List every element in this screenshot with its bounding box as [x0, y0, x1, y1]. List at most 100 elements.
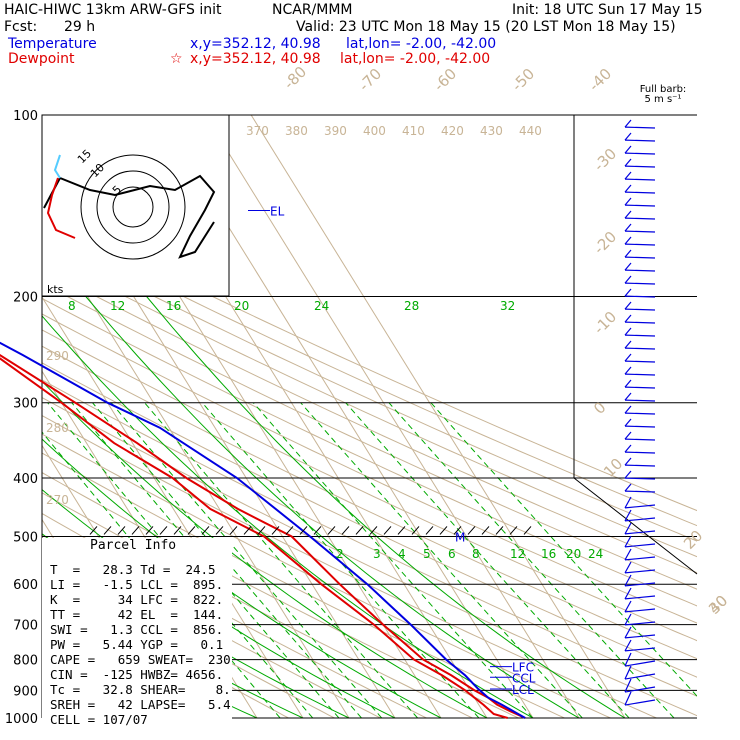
hatch-tick [117, 526, 126, 535]
wind-barb-flag [624, 483, 632, 492]
mixing-label-upper: 8 [68, 299, 76, 313]
wind-barb-flag [624, 613, 632, 626]
level-label-el: EL [270, 204, 285, 218]
wind-barb-flag [624, 639, 632, 652]
mixing-ratio-line [201, 402, 480, 718]
wind-barb-shaft [624, 373, 656, 376]
wind-barb-shaft [624, 699, 656, 706]
mixing-ratio-line [42, 431, 281, 718]
mixing-label-lower: 16 [541, 547, 556, 561]
hatch-tick [383, 526, 392, 535]
barb-legend-line2: 5 m s⁻¹ [644, 94, 682, 105]
wind-barb-flag [624, 457, 632, 466]
wind-barb-flag [624, 431, 632, 440]
mixing-label-upper: 12 [110, 299, 125, 313]
isotherm-label: -10 [590, 308, 620, 338]
wind-barb-flag [624, 470, 632, 479]
wind-barb-flag [624, 405, 632, 414]
wind-barb-shaft [624, 139, 656, 142]
wind-barb-flag [624, 132, 632, 141]
init-time: Init: 18 UTC Sun 17 May 15 [512, 2, 703, 18]
level-label-lcl: LCL [512, 683, 534, 697]
parcel-row: K = 34 LFC = 822. [50, 592, 224, 607]
hodograph-trace [43, 174, 216, 259]
wind-barb-shaft [624, 308, 656, 311]
hodograph-frame [41, 114, 230, 297]
level-label-lfc: LFC [512, 661, 534, 675]
wind-barb-flag [624, 587, 632, 600]
fcst-label: Fcst: [4, 19, 38, 35]
mixing-ratio-line [252, 402, 534, 718]
parcel-info-title: Parcel Info [90, 538, 177, 553]
isotherm-line [42, 296, 304, 718]
pressure-label: 500 [13, 530, 38, 545]
parcel-row: CELL = 107/07 [50, 712, 148, 727]
theta-label: 410 [402, 124, 425, 138]
mixing-label-lower: 6 [448, 547, 456, 561]
hatch-tick [173, 526, 182, 535]
hodograph-trace-low [46, 177, 76, 239]
wind-barb-shaft [624, 321, 656, 324]
mixing-label-lower: 8 [472, 547, 480, 561]
wind-barb-shaft [624, 634, 656, 639]
mixing-ratio-line [71, 402, 340, 718]
hatch-tick [271, 526, 280, 535]
pressure-label: 900 [13, 684, 38, 699]
wind-barb-flag [624, 379, 632, 388]
wind-barb-flag [624, 288, 632, 297]
hatch-tick [215, 526, 224, 535]
dry-adiabat-line [42, 211, 697, 512]
mixing-label-upper: 24 [314, 299, 329, 313]
isotherm-label: -60 [430, 65, 460, 95]
wind-barb-shaft [624, 425, 656, 428]
hatch-tick [355, 526, 364, 535]
wind-barb-shaft [624, 517, 656, 522]
isotherm-label: 0 [590, 398, 609, 417]
wind-barb-flag [624, 496, 632, 509]
wind-barb-shaft [624, 621, 656, 626]
wind-barb-shaft [624, 438, 656, 441]
mixing-ratio-line [430, 402, 697, 697]
dry-adiabat-line [42, 282, 697, 590]
parcel-line [0, 341, 526, 719]
isotherm-label: 10 [600, 455, 626, 481]
mixing-label-upper: 20 [234, 299, 249, 313]
wind-barb-shaft [624, 686, 656, 693]
wind-barb-flag [624, 340, 632, 349]
wind-barb-shaft [624, 477, 656, 480]
theta-label: 430 [480, 124, 503, 138]
pressure-label: 100 [13, 109, 38, 124]
isotherm-label: -80 [280, 63, 310, 93]
wind-barb-flag [624, 574, 632, 587]
isotherm-line [42, 221, 350, 718]
level-label-ccl: CCL [512, 671, 536, 685]
wind-barb-shaft [624, 152, 656, 155]
wind-barb-shaft [624, 165, 656, 168]
hatch-tick [397, 526, 406, 535]
wind-barb-flag [624, 145, 632, 154]
hatch-tick [467, 526, 476, 535]
hatch-tick [243, 526, 252, 535]
dry-adiabat-line [42, 414, 657, 718]
wind-barb-shaft [624, 191, 656, 194]
theta-label: 380 [285, 124, 308, 138]
isotherm-label: 40 [705, 592, 731, 618]
hatch-tick [201, 526, 210, 535]
wind-barb-flag [624, 509, 632, 522]
wind-barb-shaft [624, 504, 656, 509]
hatch-tick [327, 526, 336, 535]
wind-barb-shaft [624, 451, 656, 454]
fcst-value: 29 h [64, 19, 96, 35]
wind-barb-shaft [624, 582, 656, 587]
theta-left-label: 290 [46, 349, 69, 363]
parcel-row: PW = 5.44 YGP = 0.1 [50, 637, 224, 652]
wind-barb-flag [624, 626, 632, 639]
wind-barb-shaft [624, 412, 656, 415]
org-label: NCAR/MMM [272, 2, 353, 18]
dry-adiabat-line [42, 224, 697, 527]
wind-barb-shaft [624, 490, 656, 493]
isotherm-line [250, 115, 626, 718]
dewpoint-latlon: lat,lon= -2.00, -42.00 [340, 51, 491, 67]
pressure-label: 300 [13, 397, 38, 412]
